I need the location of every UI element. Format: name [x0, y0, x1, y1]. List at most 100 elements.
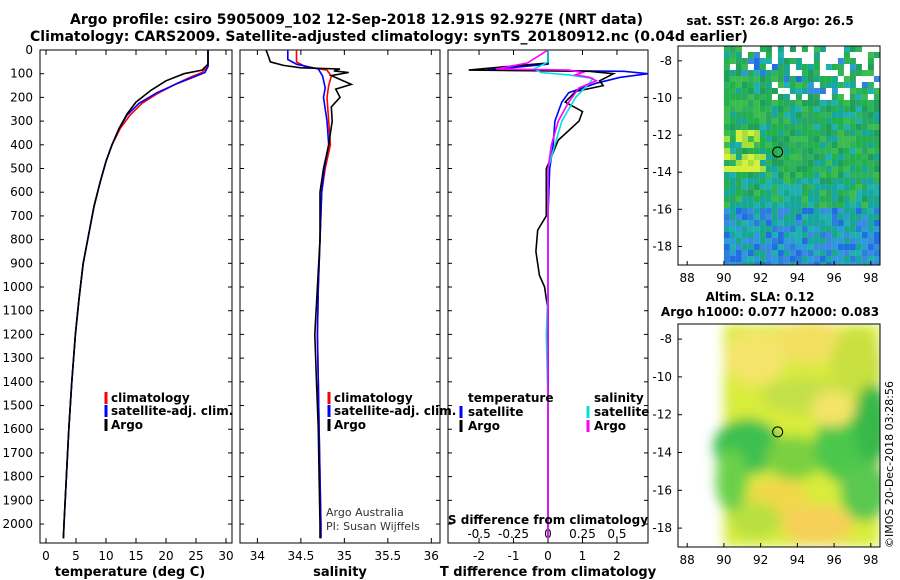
sst-cell: [747, 148, 754, 154]
sst-cell: [771, 136, 778, 142]
sst-cell: [729, 262, 736, 265]
sst-cell: [789, 178, 796, 184]
sst-cell: [759, 88, 766, 94]
sst-cell: [837, 226, 844, 232]
sst-cell: [765, 136, 772, 142]
sst-cell: [855, 160, 862, 166]
sst-cell: [825, 130, 832, 136]
sst-cell: [813, 262, 820, 265]
sst-cell: [879, 220, 880, 226]
sst-cell: [855, 220, 862, 226]
sst-cell: [801, 190, 808, 196]
sst-cell: [771, 100, 778, 106]
x-tick-label: 0: [42, 549, 50, 563]
sst-cell: [777, 100, 784, 106]
sst-cell: [753, 100, 760, 106]
sst-cell: [873, 166, 880, 172]
sst-cell: [723, 214, 730, 220]
sst-cell: [807, 172, 814, 178]
sst-cell: [807, 238, 814, 244]
sst-cell: [849, 94, 856, 100]
sst-cell: [741, 118, 748, 124]
sst-cell: [735, 52, 742, 58]
map-x-tick-label: 90: [716, 271, 731, 285]
sst-cell: [801, 76, 808, 82]
sst-cell: [873, 250, 880, 256]
sst-cell: [879, 58, 880, 64]
sst-cell: [819, 130, 826, 136]
sst-cell: [753, 118, 760, 124]
sst-cell: [783, 250, 790, 256]
sst-cell: [753, 58, 760, 64]
sst-cell: [741, 244, 748, 250]
depth-tick-label: 900: [10, 256, 33, 270]
sst-cell: [867, 58, 874, 64]
sst-cell: [735, 256, 742, 262]
sst-cell: [861, 262, 868, 265]
sst-cell: [873, 154, 880, 160]
sst-cell: [729, 52, 736, 58]
sst-cell: [777, 64, 784, 70]
sst-cell: [825, 184, 832, 190]
sst-cell: [831, 136, 838, 142]
sst-cell: [837, 94, 844, 100]
temperature-x-label: temperature (deg C): [55, 565, 205, 580]
sla-blob: [766, 435, 823, 480]
sst-cell: [771, 232, 778, 238]
sst-cell: [819, 190, 826, 196]
sst-cell: [795, 112, 802, 118]
sst-cell: [831, 166, 838, 172]
depth-tick-label: 700: [10, 209, 33, 223]
sst-cell: [753, 136, 760, 142]
sst-cell: [813, 88, 820, 94]
sst-cell: [723, 142, 730, 148]
sst-cell: [807, 136, 814, 142]
sst-cell: [747, 52, 754, 58]
sst-cell: [873, 76, 880, 82]
sst-cell: [795, 244, 802, 250]
sst-cell: [801, 232, 808, 238]
sst-cell: [843, 52, 850, 58]
depth-tick-label: 600: [10, 185, 33, 199]
sst-cell: [771, 184, 778, 190]
sst-cell: [753, 70, 760, 76]
sst-cell: [747, 112, 754, 118]
sst-cell: [807, 190, 814, 196]
sst-cell: [723, 130, 730, 136]
sst-cell: [759, 190, 766, 196]
sst-cell: [777, 232, 784, 238]
sst-cell: [855, 154, 862, 160]
depth-tick-label: 800: [10, 233, 33, 247]
sst-cell: [861, 142, 868, 148]
sst-cell: [729, 70, 736, 76]
sst-cell: [735, 232, 742, 238]
sst-cell: [729, 154, 736, 160]
sst-cell: [723, 94, 730, 100]
sst-cell: [729, 100, 736, 106]
sst-cell: [789, 46, 796, 52]
difference-x-label-2: S difference from climatology: [448, 513, 648, 527]
sst-cell: [861, 130, 868, 136]
sst-cell: [819, 118, 826, 124]
sst-cell: [753, 142, 760, 148]
sst-cell: [867, 178, 874, 184]
sst-cell: [723, 238, 730, 244]
sst-cell: [747, 166, 754, 172]
sst-cell: [837, 190, 844, 196]
sst-cell: [843, 250, 850, 256]
depth-tick-label: 400: [10, 138, 33, 152]
sst-cell: [729, 256, 736, 262]
sst-cell: [783, 106, 790, 112]
sst-cell: [801, 196, 808, 202]
sst-cell: [807, 250, 814, 256]
sst-cell: [813, 214, 820, 220]
sst-cell: [813, 166, 820, 172]
x2-tick-label: -0.25: [498, 527, 529, 541]
sst-map-frame: [677, 45, 881, 266]
map-y-tick-label: -8: [660, 332, 672, 346]
depth-tick-label: 1000: [2, 280, 33, 294]
sst-cell: [795, 148, 802, 154]
sst-cell: [795, 208, 802, 214]
sst-cell: [825, 196, 832, 202]
sst-cell: [807, 130, 814, 136]
